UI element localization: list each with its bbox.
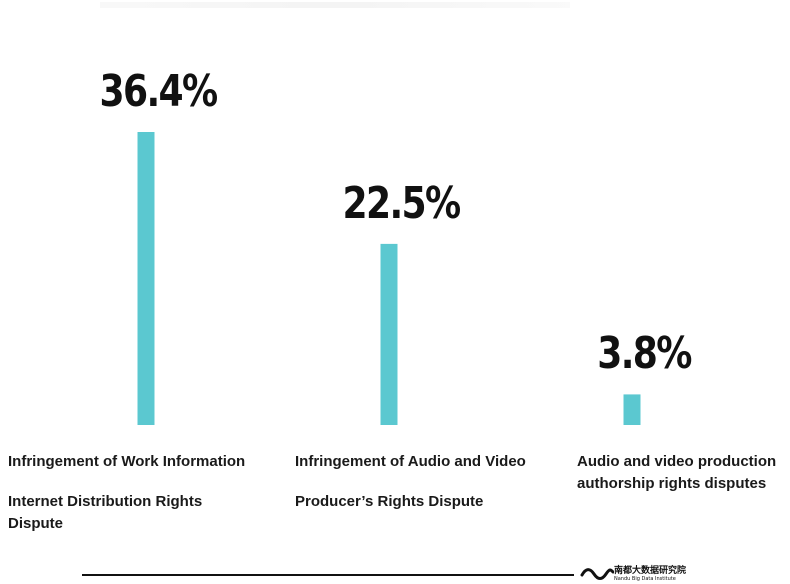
category-label-2-line-1: Infringement of Audio and Video xyxy=(295,453,526,470)
category-label-1-line-1: Infringement of Work Information xyxy=(8,453,246,470)
logo-en-text: Nandu Big Data Institute xyxy=(614,576,676,582)
logo-cn-text: 南都大数据研究院 xyxy=(614,566,687,576)
value-label-1: 36.4% xyxy=(99,66,219,117)
category-label-2-line-2: Producer’s Rights Dispute xyxy=(295,493,484,510)
category-label-1: Infringement of Work Information Interne… xyxy=(8,451,288,535)
category-label-3-line-2: authorship rights disputes xyxy=(577,475,767,492)
bar-2 xyxy=(380,243,398,425)
value-label-2: 22.5% xyxy=(342,177,462,229)
value-label-3: 3.8% xyxy=(597,328,692,380)
category-label-3: Audio and video production authorship ri… xyxy=(577,451,787,495)
bottom-rule xyxy=(82,574,574,576)
category-label-1-line-3: Dispute xyxy=(8,515,64,532)
faded-top-text xyxy=(100,2,570,8)
bar-1 xyxy=(137,132,155,425)
category-label-2: Infringement of Audio and Video Producer… xyxy=(295,451,565,513)
category-label-3-line-1: Audio and video production xyxy=(577,453,777,470)
nandu-logo: 南都大数据研究院 Nandu Big Data Institute xyxy=(580,564,692,584)
wave-logo-icon xyxy=(580,568,614,580)
category-label-1-line-2: Internet Distribution Rights xyxy=(8,493,203,510)
bar-3 xyxy=(623,394,641,425)
